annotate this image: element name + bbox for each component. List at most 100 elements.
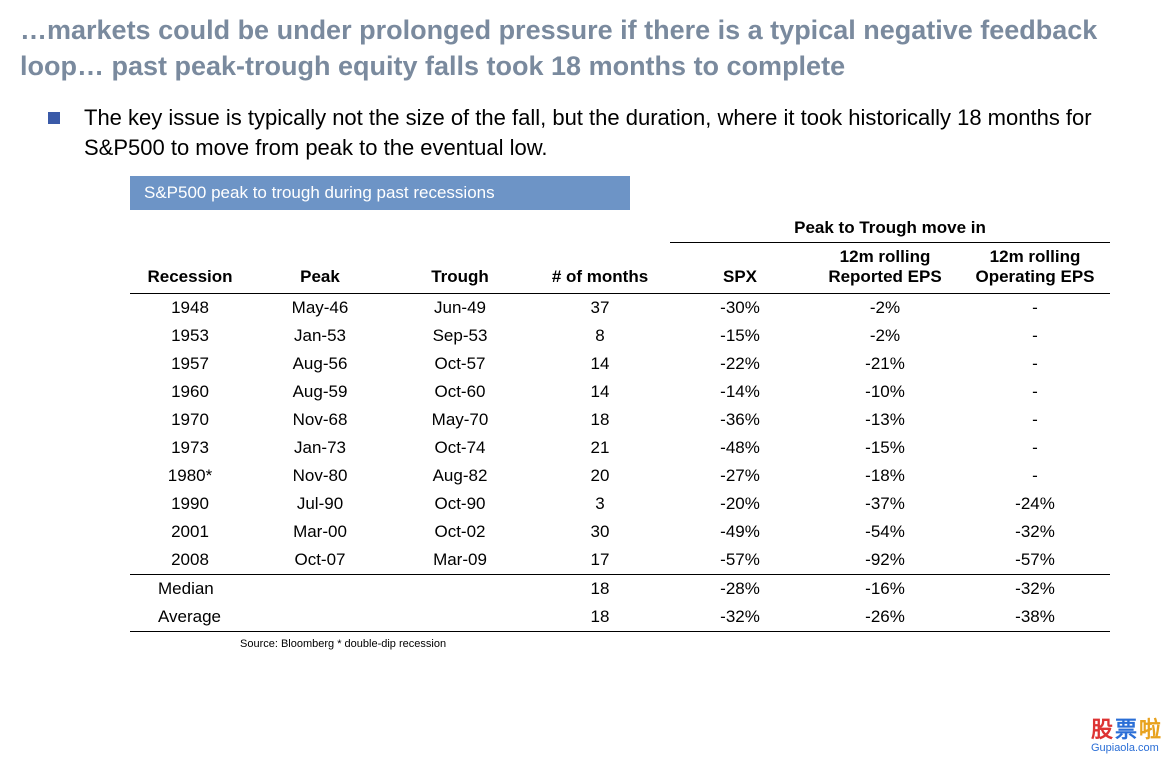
cell-months: 20: [530, 462, 670, 490]
summary-months: 18: [530, 603, 670, 632]
table-row: 1980*Nov-80Aug-8220-27%-18%-: [130, 462, 1110, 490]
cell-trough: Oct-74: [390, 434, 530, 462]
watermark-cn-2: 票: [1115, 717, 1139, 742]
col-peak: Peak: [250, 243, 390, 294]
cell-eps_o: -: [960, 434, 1110, 462]
watermark-cn-3: 啦: [1139, 717, 1163, 742]
col-eps-reported: 12m rolling Reported EPS: [810, 243, 960, 294]
cell-peak: Nov-80: [250, 462, 390, 490]
cell-recession: 1970: [130, 406, 250, 434]
cell-eps_r: -10%: [810, 378, 960, 406]
cell-recession: 2008: [130, 546, 250, 575]
cell-spx: -20%: [670, 490, 810, 518]
cell-spx: -57%: [670, 546, 810, 575]
cell-months: 14: [530, 378, 670, 406]
cell-months: 21: [530, 434, 670, 462]
watermark-en: Gupiaola.com: [1091, 743, 1163, 754]
cell-spx: -36%: [670, 406, 810, 434]
table-title: S&P500 peak to trough during past recess…: [130, 176, 630, 210]
summary-eps_o: -32%: [960, 575, 1110, 604]
cell-recession: 2001: [130, 518, 250, 546]
cell-peak: Jan-53: [250, 322, 390, 350]
cell-eps_r: -37%: [810, 490, 960, 518]
cell-spx: -15%: [670, 322, 810, 350]
cell-peak: Nov-68: [250, 406, 390, 434]
summary-trough: [390, 575, 530, 604]
cell-peak: Aug-59: [250, 378, 390, 406]
cell-eps_r: -54%: [810, 518, 960, 546]
summary-label: Average: [130, 603, 250, 632]
table-row: 2001Mar-00Oct-0230-49%-54%-32%: [130, 518, 1110, 546]
cell-recession: 1973: [130, 434, 250, 462]
cell-trough: Oct-60: [390, 378, 530, 406]
table-row: 1970Nov-68May-7018-36%-13%-: [130, 406, 1110, 434]
watermark-cn-1: 股: [1091, 717, 1115, 742]
cell-recession: 1953: [130, 322, 250, 350]
cell-peak: Aug-56: [250, 350, 390, 378]
cell-trough: Jun-49: [390, 294, 530, 323]
table-container: S&P500 peak to trough during past recess…: [130, 176, 1113, 650]
col-eps-operating: 12m rolling Operating EPS: [960, 243, 1110, 294]
table-row: 1953Jan-53Sep-538-15%-2%-: [130, 322, 1110, 350]
summary-eps_o: -38%: [960, 603, 1110, 632]
cell-recession: 1948: [130, 294, 250, 323]
cell-spx: -22%: [670, 350, 810, 378]
summary-peak: [250, 575, 390, 604]
slide-title: …markets could be under prolonged pressu…: [20, 12, 1153, 85]
span-header: Peak to Trough move in: [670, 214, 1110, 243]
watermark: 股票啦 Gupiaola.com: [1091, 719, 1163, 754]
col-spx: SPX: [670, 243, 810, 294]
cell-trough: Oct-02: [390, 518, 530, 546]
cell-eps_r: -18%: [810, 462, 960, 490]
table-row: 2008Oct-07Mar-0917-57%-92%-57%: [130, 546, 1110, 575]
cell-months: 14: [530, 350, 670, 378]
cell-spx: -30%: [670, 294, 810, 323]
cell-peak: Oct-07: [250, 546, 390, 575]
cell-eps_r: -2%: [810, 322, 960, 350]
col-recession: Recession: [130, 243, 250, 294]
cell-trough: Oct-90: [390, 490, 530, 518]
cell-eps_o: -: [960, 322, 1110, 350]
cell-spx: -27%: [670, 462, 810, 490]
cell-months: 18: [530, 406, 670, 434]
cell-trough: Mar-09: [390, 546, 530, 575]
recession-table: Peak to Trough move in Recession Peak Tr…: [130, 214, 1110, 632]
summary-peak: [250, 603, 390, 632]
cell-months: 30: [530, 518, 670, 546]
cell-eps_o: -: [960, 406, 1110, 434]
header-row-1: Peak to Trough move in: [130, 214, 1110, 243]
source-note: Source: Bloomberg * double-dip recession: [240, 638, 1113, 650]
cell-eps_r: -2%: [810, 294, 960, 323]
cell-eps_r: -13%: [810, 406, 960, 434]
cell-peak: Mar-00: [250, 518, 390, 546]
summary-trough: [390, 603, 530, 632]
cell-eps_o: -: [960, 350, 1110, 378]
summary-label: Median: [130, 575, 250, 604]
col-trough: Trough: [390, 243, 530, 294]
bullet-row: The key issue is typically not the size …: [48, 103, 1153, 162]
cell-spx: -14%: [670, 378, 810, 406]
cell-months: 37: [530, 294, 670, 323]
cell-trough: Oct-57: [390, 350, 530, 378]
summary-spx: -32%: [670, 603, 810, 632]
cell-trough: Sep-53: [390, 322, 530, 350]
cell-eps_o: -57%: [960, 546, 1110, 575]
cell-recession: 1960: [130, 378, 250, 406]
cell-peak: May-46: [250, 294, 390, 323]
col-months: # of months: [530, 243, 670, 294]
header-row-2: Recession Peak Trough # of months SPX 12…: [130, 243, 1110, 294]
square-bullet-icon: [48, 112, 60, 124]
cell-eps_r: -15%: [810, 434, 960, 462]
summary-row: Median18-28%-16%-32%: [130, 575, 1110, 604]
cell-eps_o: -24%: [960, 490, 1110, 518]
table-row: 1973Jan-73Oct-7421-48%-15%-: [130, 434, 1110, 462]
summary-eps_r: -16%: [810, 575, 960, 604]
cell-recession: 1990: [130, 490, 250, 518]
cell-eps_o: -: [960, 294, 1110, 323]
cell-eps_o: -: [960, 378, 1110, 406]
table-row: 1948May-46Jun-4937-30%-2%-: [130, 294, 1110, 323]
summary-months: 18: [530, 575, 670, 604]
bullet-text: The key issue is typically not the size …: [84, 103, 1153, 162]
cell-months: 8: [530, 322, 670, 350]
summary-eps_r: -26%: [810, 603, 960, 632]
